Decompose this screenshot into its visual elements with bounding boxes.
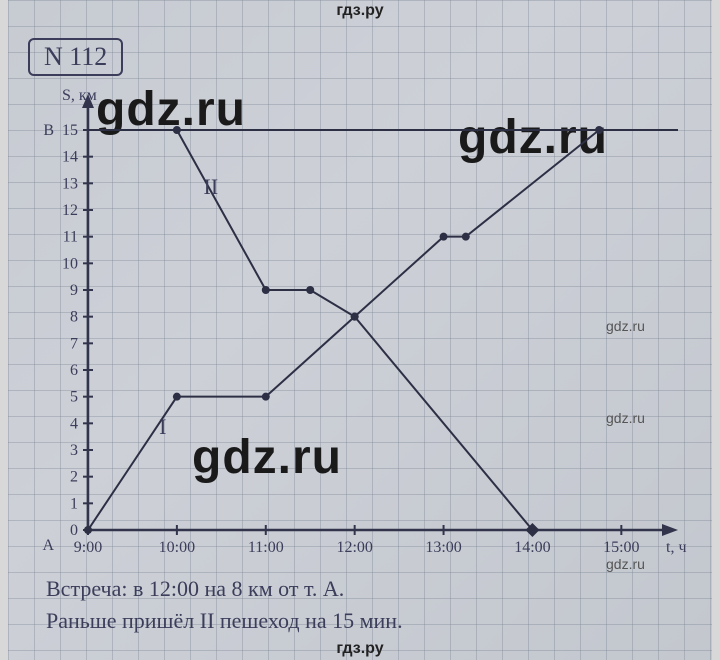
svg-text:9: 9 [70,282,78,299]
svg-text:S, км: S, км [62,87,97,104]
distance-time-chart: 0123456789101112131415B9:0010:0011:0012:… [0,0,720,580]
svg-text:t, ч: t, ч [666,539,687,556]
svg-text:11: 11 [63,229,78,246]
svg-text:0: 0 [70,522,78,539]
svg-text:15:00: 15:00 [603,539,639,556]
svg-text:5: 5 [70,389,78,406]
svg-text:14:00: 14:00 [514,539,550,556]
svg-text:7: 7 [70,335,78,352]
svg-text:15: 15 [62,122,78,139]
svg-text:10: 10 [62,255,78,272]
svg-text:10:00: 10:00 [159,539,195,556]
answer-line-2: Раньше пришёл II пешеход на 15 мин. [46,608,403,634]
svg-text:12: 12 [62,202,78,219]
svg-text:14: 14 [62,149,78,166]
answer-line-1: Встреча: в 12:00 на 8 км от т. А. [46,576,344,602]
svg-text:1: 1 [70,495,78,512]
svg-text:9:00: 9:00 [74,539,102,556]
svg-text:13: 13 [62,175,78,192]
svg-text:12:00: 12:00 [336,539,372,556]
svg-text:A: A [42,537,54,554]
svg-text:13:00: 13:00 [425,539,461,556]
svg-text:4: 4 [70,415,78,432]
svg-text:II: II [204,174,219,199]
svg-text:I: I [159,414,166,439]
site-footer: гдз.ру [0,640,720,658]
svg-text:8: 8 [70,309,78,326]
svg-text:11:00: 11:00 [248,539,284,556]
svg-text:2: 2 [70,469,78,486]
svg-text:6: 6 [70,362,78,379]
svg-text:B: B [43,122,54,139]
svg-text:3: 3 [70,442,78,459]
